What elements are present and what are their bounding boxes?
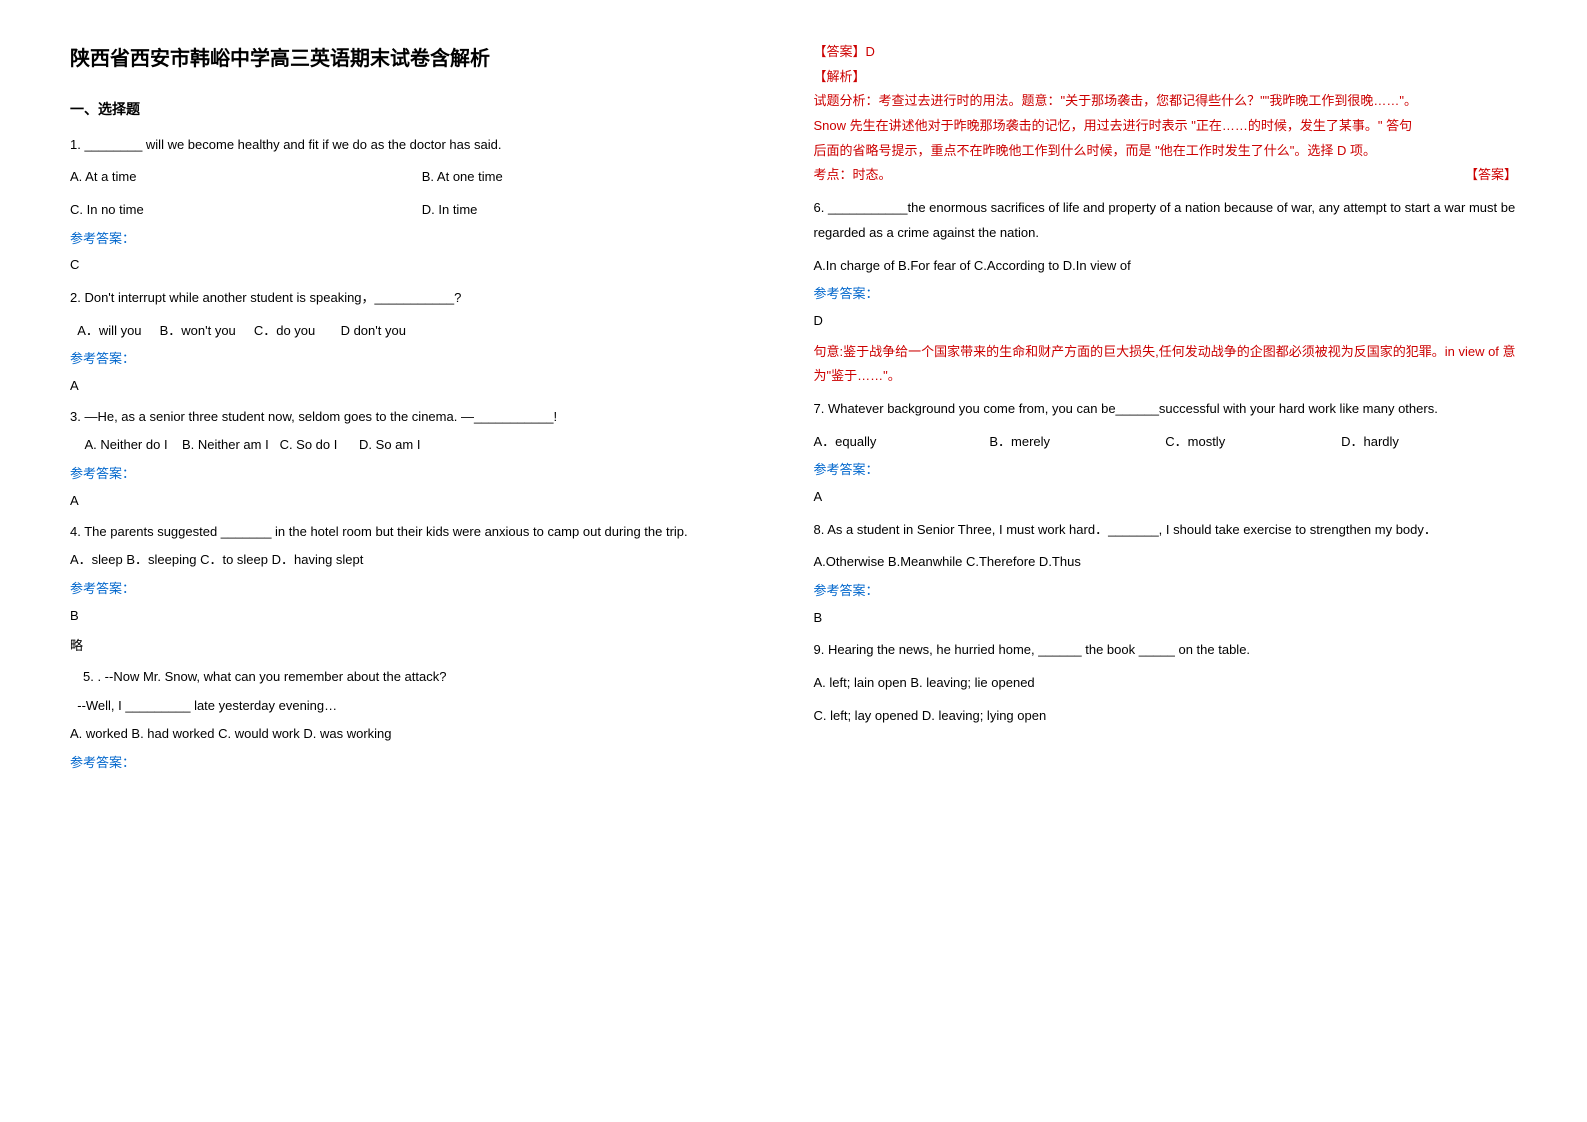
q5-analysis-badge: 【解析】 [814,65,1518,90]
q2-options: A．will you B．won't you C．do you D don't … [70,319,774,344]
q7-answer-label: 参考答案： [814,458,1518,483]
q8-answer: B [814,606,1518,631]
q3-optA: A. Neither do I [84,437,167,452]
q2-answer-label: 参考答案： [70,347,774,372]
q9-stem: 9. Hearing the news, he hurried home, __… [814,638,1518,663]
q5-answer-badge: 【答案】D [814,40,1518,65]
q7-optA: A．equally [814,430,990,455]
page-title: 陕西省西安市韩峪中学高三英语期末试卷含解析 [70,40,774,78]
q7-options: A．equally B．merely C．mostly D．hardly [814,430,1518,455]
q6-stem: 6. ___________the enormous sacrifices of… [814,196,1518,245]
q4-note: 略 [70,634,774,659]
q4-stem: 4. The parents suggested _______ in the … [70,520,774,545]
q3-optC: C. So do I [280,437,338,452]
q5-answer-badge2: 【答案】 [1465,163,1517,188]
q3-options: A. Neither do I B. Neither am I C. So do… [70,433,774,458]
right-column: 【答案】D 【解析】 试题分析：考查过去进行时的用法。题意："关于那场袭击，您都… [794,40,1538,1082]
left-column: 陕西省西安市韩峪中学高三英语期末试卷含解析 一、选择题 1. ________ … [50,40,794,1082]
q9-optAB: A. left; lain open B. leaving; lie opene… [814,671,1518,696]
q8-answer-label: 参考答案： [814,579,1518,604]
q1-optD: D. In time [422,198,774,223]
q5-analysis3: 后面的省略号提示，重点不在昨晚他工作到什么时候，而是 "他在工作时发生了什么"。… [814,139,1518,164]
q6-options: A.In charge of B.For fear of C.According… [814,254,1518,279]
q7-stem: 7. Whatever background you come from, yo… [814,397,1518,422]
q8-stem: 8. As a student in Senior Three, I must … [814,518,1518,543]
q1-optA: A. At a time [70,165,422,190]
q6-answer-label: 参考答案： [814,282,1518,307]
q5-stem1: 5. . --Now Mr. Snow, what can you rememb… [70,665,774,690]
q1-stem: 1. ________ will we become healthy and f… [70,133,774,158]
q9-optCD: C. left; lay opened D. leaving; lying op… [814,704,1518,729]
q1-optB: B. At one time [422,165,774,190]
q5-options: A. worked B. had worked C. would work D.… [70,722,774,747]
q5-stem2: --Well, I _________ late yesterday eveni… [70,694,774,719]
q3-optB: B. Neither am I [182,437,269,452]
q2-optC: C．do you [254,323,315,338]
q4-answer-label: 参考答案： [70,577,774,602]
q2-optD: D don't you [341,323,406,338]
q5-analysis2: Snow 先生在讲述他对于昨晚那场袭击的记忆，用过去进行时表示 "正在……的时候… [814,114,1518,139]
q1-optC: C. In no time [70,198,422,223]
q3-answer: A [70,489,774,514]
q6-explain1: 句意:鉴于战争给一个国家带来的生命和财产方面的巨大损失,任何发动战争的企图都必须… [814,340,1518,389]
q5-stem2-text: --Well, I _________ late yesterday eveni… [77,698,337,713]
q2-stem: 2. Don't interrupt while another student… [70,286,774,311]
q3-optD: D. So am I [359,437,420,452]
q1-options-row2: C. In no time D. In time [70,198,774,223]
q7-optD: D．hardly [1341,430,1517,455]
q8-options: A.Otherwise B.Meanwhile C.Therefore D.Th… [814,550,1518,575]
q2-optB: B．won't you [160,323,236,338]
q7-optC: C．mostly [1165,430,1341,455]
q6-answer: D [814,309,1518,334]
q3-stem: 3. —He, as a senior three student now, s… [70,405,774,430]
q1-options-row1: A. At a time B. At one time [70,165,774,190]
q1-answer-label: 参考答案： [70,227,774,252]
q7-answer: A [814,485,1518,510]
q5-analysis1: 试题分析：考查过去进行时的用法。题意："关于那场袭击，您都记得些什么？""我昨晚… [814,89,1518,114]
q2-answer: A [70,374,774,399]
q7-optB: B．merely [989,430,1165,455]
q4-options: A．sleep B．sleeping C．to sleep D．having s… [70,548,774,573]
q5-answer-label: 参考答案： [70,751,774,776]
section-heading: 一、选择题 [70,96,774,123]
q4-answer: B [70,604,774,629]
q2-optA: A．will you [77,323,141,338]
q5-point: 考点：时态。 [814,163,892,188]
q5-point-row: 考点：时态。 【答案】 [814,163,1518,188]
q3-answer-label: 参考答案： [70,462,774,487]
q1-answer: C [70,253,774,278]
